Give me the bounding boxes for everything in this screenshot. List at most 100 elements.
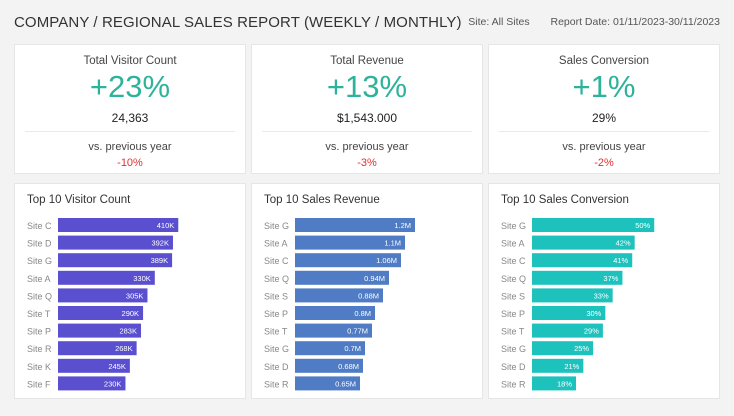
category-label: Site C bbox=[27, 221, 52, 231]
category-label: Site G bbox=[27, 256, 52, 266]
bar[interactable] bbox=[58, 235, 173, 250]
bar[interactable] bbox=[295, 253, 401, 268]
kpi-comparison-label: vs. previous year bbox=[562, 141, 646, 153]
category-label: Site P bbox=[501, 309, 525, 319]
bar[interactable] bbox=[295, 376, 360, 391]
bar[interactable] bbox=[295, 323, 372, 338]
bar[interactable] bbox=[532, 358, 584, 373]
bar[interactable] bbox=[58, 376, 126, 391]
category-label: Site G bbox=[264, 221, 289, 231]
bar[interactable] bbox=[532, 218, 655, 232]
kpi-card-visitor-count: Total Visitor Count +23% 24,363 vs. prev… bbox=[14, 44, 246, 174]
bar[interactable] bbox=[532, 270, 623, 285]
category-label: Site C bbox=[501, 256, 526, 266]
bar[interactable] bbox=[532, 288, 613, 303]
kpi-label: Total Visitor Count bbox=[83, 55, 177, 67]
bar-value-label: 41% bbox=[613, 256, 628, 265]
kpi-comparison-label: vs. previous year bbox=[325, 141, 409, 153]
bar[interactable] bbox=[58, 306, 144, 320]
category-label: Site T bbox=[501, 327, 525, 337]
bar-chart-sales-conversion: Site G 50% Site A 42% Site C 41% Site Q 37% Site… bbox=[501, 218, 655, 391]
bar[interactable] bbox=[295, 358, 363, 373]
report-meta: Site: All Sites Report Date: 01/11/2023-… bbox=[450, 16, 720, 28]
bar[interactable] bbox=[295, 306, 375, 320]
bar[interactable] bbox=[295, 341, 365, 356]
chart-card-sales-revenue: Top 10 Sales Revenue Site G 1.2M Site A 1.1… bbox=[251, 183, 483, 399]
bar-value-label: 0.65M bbox=[335, 379, 356, 388]
kpi-delta: -3% bbox=[357, 157, 377, 169]
bar[interactable] bbox=[58, 323, 142, 338]
bar-value-label: 0.8M bbox=[354, 309, 371, 318]
bar[interactable] bbox=[58, 288, 148, 303]
category-label: Site T bbox=[27, 309, 51, 319]
kpi-value: $1,543.000 bbox=[336, 111, 398, 125]
bar-value-label: 392K bbox=[151, 239, 169, 248]
bar[interactable] bbox=[532, 323, 603, 338]
bar-value-label: 0.88M bbox=[358, 291, 379, 300]
category-label: Site R bbox=[27, 344, 52, 354]
bar[interactable] bbox=[295, 218, 415, 232]
kpi-value: 24,363 bbox=[111, 111, 149, 125]
bar[interactable] bbox=[532, 376, 576, 391]
kpi-divider bbox=[262, 131, 472, 132]
category-label: Site Q bbox=[501, 274, 526, 284]
category-label: Site S bbox=[264, 291, 288, 301]
category-label: Site G bbox=[501, 344, 526, 354]
bar-value-label: 29% bbox=[584, 327, 599, 336]
category-label: Site K bbox=[27, 362, 51, 372]
report-date[interactable]: Report Date: 01/11/2023-30/11/2023 bbox=[550, 16, 721, 28]
bar-value-label: 410K bbox=[157, 221, 175, 230]
bar[interactable] bbox=[295, 288, 383, 303]
category-label: Site Q bbox=[27, 291, 52, 301]
chart-title: Top 10 Visitor Count bbox=[27, 194, 131, 206]
kpi-delta: -10% bbox=[117, 157, 143, 169]
bar-value-label: 0.77M bbox=[347, 327, 368, 336]
bar[interactable] bbox=[58, 218, 179, 232]
bar[interactable] bbox=[532, 253, 633, 268]
bar[interactable] bbox=[58, 341, 137, 356]
bar-value-label: 37% bbox=[603, 274, 618, 283]
kpi-divider bbox=[499, 131, 709, 132]
bar[interactable] bbox=[532, 306, 606, 320]
bar-value-label: 25% bbox=[574, 344, 589, 353]
bar-value-label: 290K bbox=[122, 309, 140, 318]
site-filter[interactable]: Site: All Sites bbox=[468, 16, 530, 28]
bar-value-label: 18% bbox=[557, 379, 572, 388]
chart-title: Top 10 Sales Conversion bbox=[501, 194, 629, 206]
bar-chart-visitor-count: Site C 410K Site D 392K Site G 389K Site A 330K… bbox=[27, 218, 179, 391]
bar-value-label: 330K bbox=[133, 274, 151, 283]
category-label: Site R bbox=[264, 379, 289, 389]
category-label: Site A bbox=[501, 239, 525, 249]
bar[interactable] bbox=[58, 358, 130, 373]
bar[interactable] bbox=[532, 341, 594, 356]
bar-value-label: 1.1M bbox=[384, 239, 401, 248]
chart-card-sales-conversion: Top 10 Sales Conversion Site G 50% Site A 4… bbox=[488, 183, 720, 399]
kpi-growth: +13% bbox=[326, 69, 408, 104]
category-label: Site G bbox=[501, 221, 526, 231]
category-label: Site P bbox=[264, 309, 288, 319]
category-label: Site G bbox=[264, 344, 289, 354]
kpi-divider bbox=[25, 131, 235, 132]
category-label: Site Q bbox=[264, 274, 289, 284]
kpi-label: Total Revenue bbox=[330, 55, 404, 67]
bar-value-label: 230K bbox=[104, 379, 122, 388]
category-label: Site D bbox=[264, 362, 289, 372]
kpi-label: Sales Conversion bbox=[558, 55, 650, 67]
category-label: Site D bbox=[27, 239, 52, 249]
chart-title: Top 10 Sales Revenue bbox=[264, 194, 380, 206]
bar-value-label: 30% bbox=[586, 309, 601, 318]
bar[interactable] bbox=[295, 270, 389, 285]
bar-value-label: 305K bbox=[126, 291, 144, 300]
bar[interactable] bbox=[58, 253, 173, 268]
bar[interactable] bbox=[58, 270, 155, 285]
bar-value-label: 268K bbox=[115, 344, 133, 353]
bar[interactable] bbox=[532, 235, 635, 250]
bar-value-label: 0.68M bbox=[338, 362, 359, 371]
category-label: Site F bbox=[27, 379, 51, 389]
category-label: Site R bbox=[501, 379, 526, 389]
report-header: COMPANY / REGIONAL SALES REPORT (WEEKLY … bbox=[14, 14, 720, 36]
category-label: Site A bbox=[264, 239, 288, 249]
kpi-card-revenue: Total Revenue +13% $1,543.000 vs. previo… bbox=[251, 44, 483, 174]
bar-value-label: 1.06M bbox=[376, 256, 397, 265]
bar[interactable] bbox=[295, 235, 405, 250]
